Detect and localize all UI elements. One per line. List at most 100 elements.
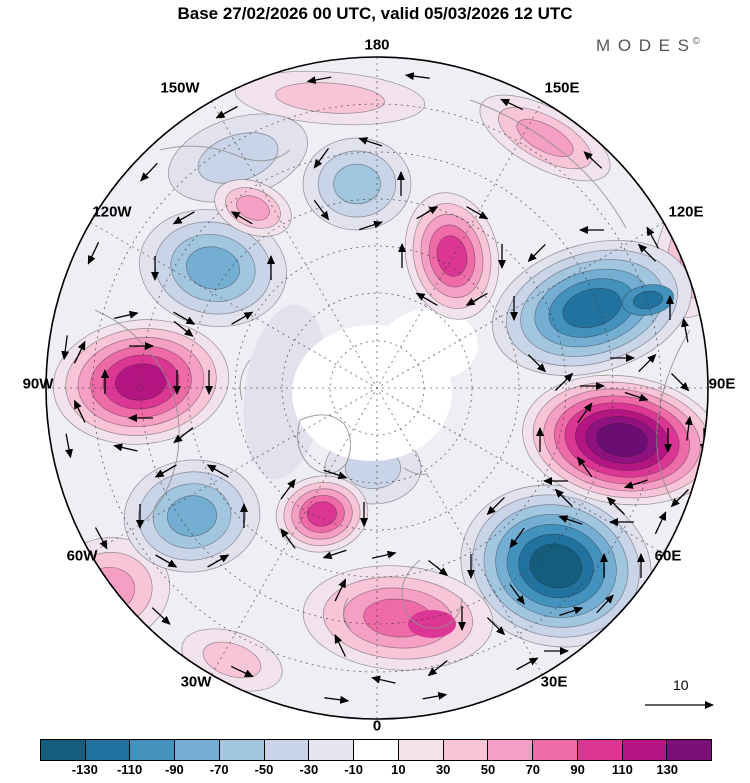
colorbar-tick-label: -10: [344, 762, 363, 777]
coastline: [469, 99, 627, 229]
wind-arrow-icon: [500, 98, 524, 111]
colorbar-cells: [41, 740, 712, 760]
colorbar-tick-label: 130: [656, 762, 679, 777]
anomaly-blob: [123, 459, 261, 573]
wind-arrow-icon: [151, 607, 171, 625]
wind-arrow-icon: [509, 584, 525, 605]
lon-label-150w: 150W: [160, 79, 200, 97]
wind-arrow-icon: [334, 634, 347, 657]
coastline: [159, 145, 291, 162]
wind-arrow-icon: [681, 317, 689, 343]
lon-label-120w: 120W: [92, 203, 132, 221]
reference-vector: 10: [645, 677, 714, 709]
anomaly-blob: [302, 565, 494, 671]
contour-ring: [562, 287, 622, 329]
wind-arrow-icon: [583, 151, 603, 169]
wind-arrow-icon: [280, 528, 296, 549]
contour-ring: [516, 119, 574, 157]
wind-arrow-icon: [486, 496, 505, 516]
contour-ring: [333, 163, 381, 205]
latitude-circle: [140, 151, 614, 625]
contour-ring: [632, 290, 664, 310]
wind-arrow-icon: [313, 148, 330, 169]
colorbar-labels: -130 -110 -90 -70 -50 -30 -10 10 30 50 70 90 110 130: [40, 762, 712, 780]
colorbar-cell: [263, 740, 309, 760]
colorbar-cell: [532, 740, 577, 760]
wind-arrow-icon: [559, 606, 584, 617]
graticule: [46, 57, 708, 719]
page-title: Base 27/02/2026 00 UTC, valid 05/03/2026…: [177, 4, 573, 23]
wind-arrow-icon: [358, 220, 383, 231]
wind-arrow-icon: [624, 391, 649, 402]
colorbar-tick-label: 90: [570, 762, 585, 777]
wind-arrow-icon: [206, 464, 229, 478]
colorbar: [40, 739, 712, 761]
lon-label-0: 0: [372, 717, 382, 735]
lon-label-120e: 120E: [668, 203, 704, 221]
wind-arrow-icon: [555, 372, 574, 391]
wind-arrow-icon: [509, 527, 525, 549]
brand-logo: MODES©: [596, 36, 700, 56]
wind-arrow-icon: [173, 427, 194, 444]
colorbar-cell: [84, 740, 130, 760]
colorbar-cell: [487, 740, 533, 760]
wind-arrow-icon: [313, 199, 330, 221]
wind-arrow-icon: [577, 402, 593, 424]
colorbar-cell: [621, 740, 667, 760]
coastline: [403, 467, 429, 475]
colorbar-tick-label: -50: [254, 762, 274, 777]
wind-arrow-icon: [207, 554, 230, 568]
wind-arrow-icon: [140, 162, 158, 182]
brand-copyright: ©: [692, 36, 700, 48]
latitude-circle: [234, 245, 520, 531]
wind-arrow-icon: [322, 549, 347, 559]
contour-ring: [382, 309, 478, 381]
wind-arrow-icon: [596, 594, 614, 614]
colorbar-cell: [174, 740, 219, 760]
reference-vector-label: 10: [673, 677, 689, 693]
colorbar-tick-label: 70: [525, 762, 541, 777]
wind-arrow-icon: [215, 105, 238, 119]
contour-ring: [236, 195, 270, 221]
anomaly-blob: [302, 137, 412, 231]
latitude-circle: [92, 103, 662, 673]
contour-ring: [275, 82, 385, 114]
lon-label-30e: 30E: [540, 673, 568, 691]
colorbar-tick-label: -110: [116, 762, 143, 777]
anomaly-blob: [408, 610, 456, 638]
anomaly-blob: [522, 374, 708, 506]
wind-arrow-icon: [154, 464, 177, 478]
wind-arrow-icon: [466, 206, 489, 220]
wind-arrow-icon: [684, 415, 693, 441]
lon-label-150e: 150E: [544, 79, 580, 97]
colorbar-cell: [41, 740, 85, 760]
wind-arrow-icon: [324, 695, 350, 704]
contour-ring: [529, 543, 583, 589]
colorbar-cell: [129, 740, 175, 760]
coastline: [94, 309, 180, 523]
coastline: [239, 359, 251, 401]
wind-arrow-icon: [416, 206, 439, 220]
wind-arrow-icon: [671, 373, 690, 392]
wind-arrow-icon: [113, 443, 138, 452]
colorbar-cell: [397, 740, 443, 760]
wind-arrow-icon: [94, 527, 108, 550]
meridian-line: [211, 101, 543, 675]
wind-arrow-icon: [323, 469, 348, 480]
colorbar-cell: [353, 740, 398, 760]
colorbar-tick-label: 110: [611, 762, 633, 777]
lon-label-30w: 30W: [180, 673, 212, 691]
wind-arrow-icon: [173, 311, 196, 325]
wind-arrow-icon: [306, 76, 332, 84]
wind-arrow-icon: [230, 665, 254, 678]
lon-label-60e: 60E: [654, 547, 682, 565]
wind-arrow-icon: [654, 511, 667, 535]
coastline: [656, 329, 691, 505]
wind-arrow-icon: [465, 292, 488, 306]
wind-arrow-icon: [637, 243, 657, 262]
wind-arrow-icon: [428, 559, 449, 577]
wind-arrow-icon: [527, 354, 547, 373]
wind-arrow-icon: [114, 310, 139, 320]
coastline: [343, 597, 351, 629]
wind-arrow-icon: [670, 489, 689, 508]
